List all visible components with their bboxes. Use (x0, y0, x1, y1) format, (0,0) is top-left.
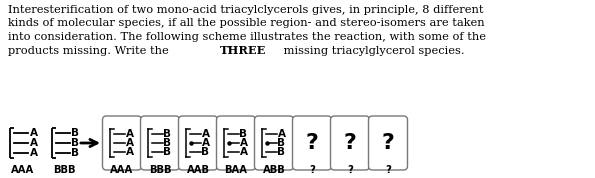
FancyBboxPatch shape (217, 116, 255, 170)
Text: BBB: BBB (149, 165, 171, 175)
Text: A: A (202, 129, 209, 139)
Text: ?: ? (347, 165, 353, 175)
Text: A: A (30, 138, 37, 148)
FancyBboxPatch shape (293, 116, 331, 170)
Text: B: B (240, 129, 248, 139)
Text: B: B (277, 138, 286, 148)
Text: A: A (202, 138, 209, 148)
FancyBboxPatch shape (178, 116, 218, 170)
Text: A: A (240, 147, 248, 157)
Text: ?: ? (309, 165, 315, 175)
Text: B: B (164, 138, 171, 148)
Text: A: A (126, 138, 133, 148)
Text: ?: ? (343, 133, 356, 153)
Text: BAA: BAA (224, 165, 248, 175)
Text: ?: ? (385, 165, 391, 175)
FancyBboxPatch shape (140, 116, 180, 170)
Text: A: A (126, 129, 133, 139)
FancyBboxPatch shape (102, 116, 142, 170)
Text: ?: ? (381, 133, 394, 153)
Text: B: B (71, 128, 80, 138)
Text: ABB: ABB (262, 165, 286, 175)
Text: A: A (126, 147, 133, 157)
Text: B: B (277, 147, 286, 157)
Text: A: A (30, 148, 37, 158)
Text: B: B (164, 147, 171, 157)
Text: kinds of molecular species, if all the possible region- and stereo-isomers are t: kinds of molecular species, if all the p… (8, 19, 484, 28)
Text: ?: ? (306, 133, 318, 153)
Text: missing triacylglycerol species.: missing triacylglycerol species. (280, 46, 465, 56)
FancyBboxPatch shape (255, 116, 293, 170)
Text: A: A (240, 138, 248, 148)
Text: products missing. Write the: products missing. Write the (8, 46, 173, 56)
Text: BBB: BBB (53, 165, 76, 175)
Text: B: B (164, 129, 171, 139)
Text: B: B (71, 148, 80, 158)
Text: AAA: AAA (111, 165, 134, 175)
Text: Interesterification of two mono-acid triacylclycerols gives, in principle, 8 dif: Interesterification of two mono-acid tri… (8, 5, 484, 15)
Text: AAB: AAB (186, 165, 209, 175)
Text: A: A (277, 129, 286, 139)
Text: B: B (202, 147, 209, 157)
Text: THREE: THREE (220, 46, 267, 56)
Text: into consideration. The following scheme illustrates the reaction, with some of : into consideration. The following scheme… (8, 32, 486, 42)
FancyBboxPatch shape (330, 116, 369, 170)
Text: B: B (71, 138, 80, 148)
FancyBboxPatch shape (368, 116, 408, 170)
Text: AAA: AAA (11, 165, 35, 175)
Text: A: A (30, 128, 37, 138)
